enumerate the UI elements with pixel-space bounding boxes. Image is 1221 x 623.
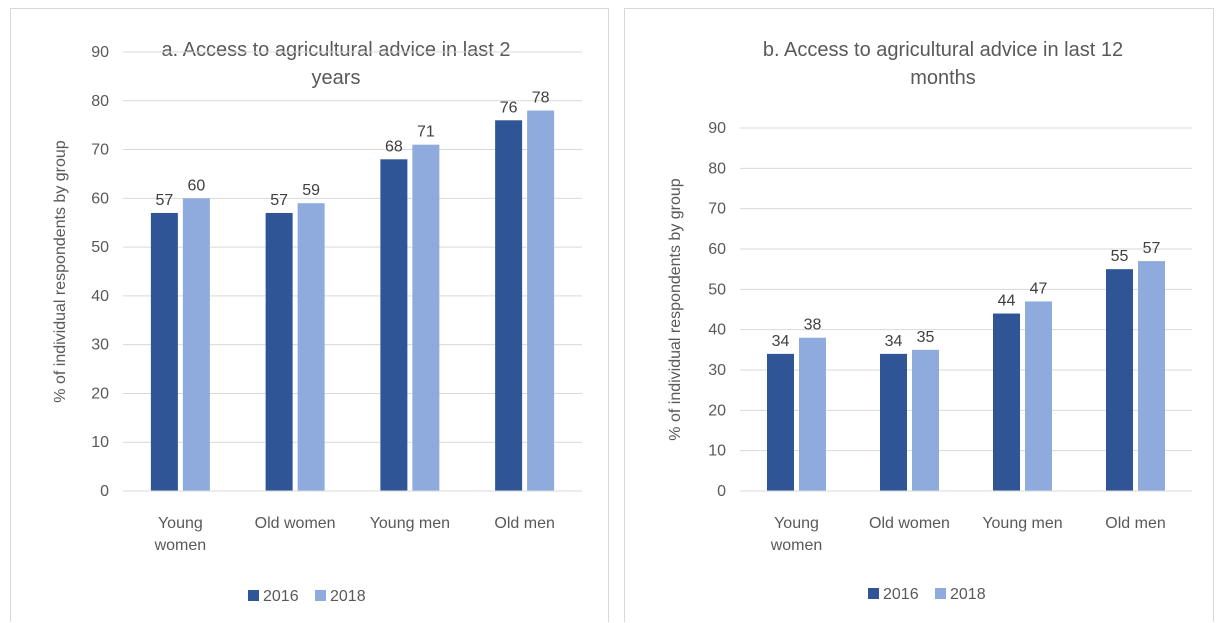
category-label: Old women: [869, 515, 950, 532]
data-label: 57: [155, 192, 173, 209]
data-label: 57: [270, 192, 288, 209]
y-tick-label: 60: [708, 241, 726, 258]
y-tick-label: 90: [91, 44, 109, 61]
category-label: Young: [774, 515, 819, 532]
category-label: Old men: [494, 515, 554, 532]
legend-label-2016: 2016: [263, 588, 299, 605]
data-label: 34: [885, 333, 903, 350]
y-axis-label: % of individual respondents by group: [667, 178, 684, 440]
y-tick-label: 0: [100, 483, 109, 500]
legend-label-2016: 2016: [883, 586, 919, 603]
chart-panel-b: b. Access to agricultural advice in last…: [624, 8, 1214, 622]
y-tick-label: 80: [708, 160, 726, 177]
bar-2018-0: [182, 198, 210, 492]
y-tick-label: 0: [717, 483, 726, 500]
bar-2018-3: [527, 110, 555, 492]
bar-2018-2: [412, 144, 440, 491]
y-tick-label: 70: [708, 201, 726, 218]
data-label: 55: [1111, 248, 1129, 265]
data-label: 57: [1143, 240, 1161, 257]
y-tick-label: 30: [708, 362, 726, 379]
y-tick-label: 80: [91, 93, 109, 110]
legend-swatch-2018: [315, 590, 326, 601]
y-tick-label: 60: [91, 190, 109, 207]
category-label: Old women: [255, 515, 336, 532]
bar-2018-1: [912, 349, 939, 491]
chart-title-line: months: [910, 67, 976, 89]
data-label: 34: [772, 333, 790, 350]
bar-2016-1: [880, 353, 907, 491]
category-label: Young: [158, 515, 203, 532]
legend-swatch-2016: [868, 588, 879, 599]
category-label: women: [770, 537, 823, 554]
bar-2016-0: [767, 353, 794, 491]
y-tick-label: 40: [708, 322, 726, 339]
legend-swatch-2016: [248, 590, 259, 601]
category-label: women: [154, 537, 207, 554]
bar-2018-2: [1025, 301, 1052, 491]
data-label: 78: [532, 90, 550, 107]
category-label: Young men: [982, 515, 1062, 532]
chart-panel-a: a. Access to agricultural advice in last…: [10, 8, 609, 622]
chart-b-svg: b. Access to agricultural advice in last…: [667, 39, 1192, 603]
data-label: 68: [385, 138, 403, 155]
y-tick-label: 20: [91, 385, 109, 402]
bar-2016-1: [265, 212, 293, 491]
data-label: 60: [187, 177, 205, 194]
y-tick-label: 10: [91, 434, 109, 451]
bar-2018-1: [297, 203, 325, 491]
bar-2018-3: [1138, 261, 1165, 491]
legend-swatch-2018: [935, 588, 946, 599]
category-label: Old men: [1105, 515, 1165, 532]
data-label: 59: [302, 182, 320, 199]
bar-2016-0: [150, 212, 178, 491]
y-tick-label: 70: [91, 142, 109, 159]
y-tick-label: 40: [91, 288, 109, 305]
y-tick-label: 30: [91, 337, 109, 354]
legend-label-2018: 2018: [950, 586, 986, 603]
y-tick-label: 50: [91, 239, 109, 256]
y-axis-label: % of individual respondents by group: [52, 140, 69, 402]
chart-title-line: b. Access to agricultural advice in last…: [763, 39, 1123, 61]
bar-2016-2: [993, 313, 1020, 491]
chart-title-line: a. Access to agricultural advice in last…: [161, 39, 510, 61]
data-label: 71: [417, 124, 435, 141]
y-tick-label: 10: [708, 443, 726, 460]
data-label: 38: [804, 317, 822, 334]
bar-2016-3: [1106, 269, 1133, 491]
y-tick-label: 20: [708, 402, 726, 419]
data-label: 35: [917, 329, 935, 346]
category-label: Young men: [370, 515, 450, 532]
bar-2016-2: [380, 159, 408, 492]
data-label: 47: [1030, 280, 1048, 297]
chart-a-svg: a. Access to agricultural advice in last…: [52, 39, 582, 605]
bar-2018-0: [799, 337, 826, 491]
bar-2016-3: [495, 120, 523, 492]
legend-label-2018: 2018: [330, 588, 366, 605]
chart-title-line: years: [312, 67, 361, 89]
data-label: 76: [500, 99, 518, 116]
y-tick-label: 50: [708, 281, 726, 298]
y-tick-label: 90: [708, 120, 726, 137]
data-label: 44: [998, 293, 1016, 310]
